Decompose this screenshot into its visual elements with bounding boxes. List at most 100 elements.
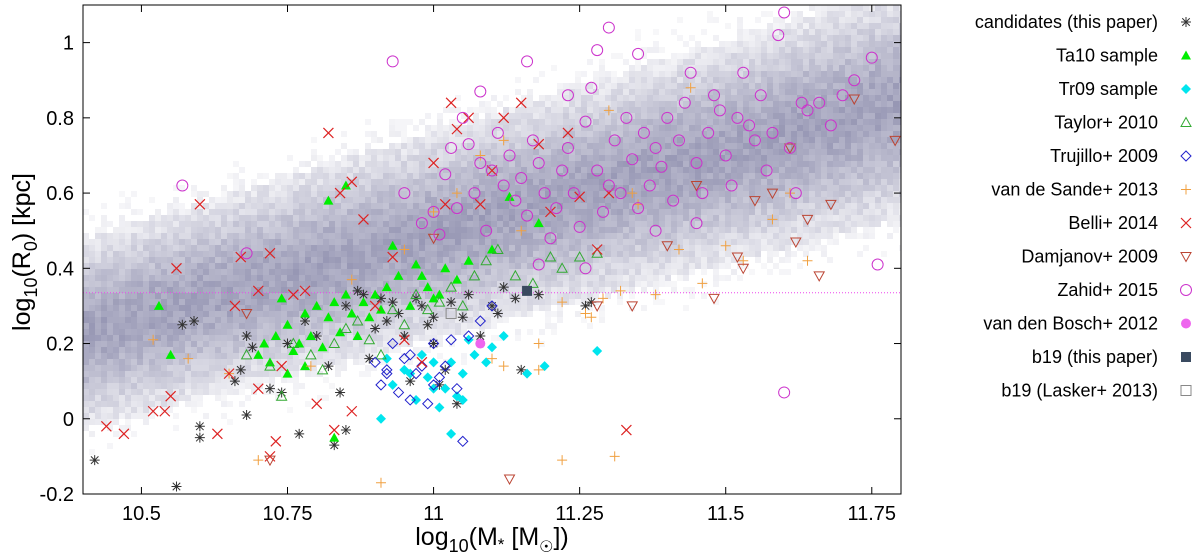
- density-cell: [665, 191, 671, 197]
- density-cell: [725, 221, 731, 227]
- density-cell: [101, 215, 107, 221]
- density-cell: [263, 329, 269, 335]
- density-cell: [773, 77, 779, 83]
- density-cell: [281, 203, 287, 209]
- density-cell: [83, 293, 89, 299]
- density-cell: [101, 341, 107, 347]
- density-cell: [623, 239, 629, 245]
- density-cell: [377, 317, 383, 323]
- density-cell: [569, 233, 575, 239]
- density-cell: [179, 245, 185, 251]
- density-cell: [629, 281, 635, 287]
- density-cell: [293, 377, 299, 383]
- density-cell: [215, 365, 221, 371]
- density-cell: [365, 275, 371, 281]
- density-cell: [317, 329, 323, 335]
- density-cell: [239, 305, 245, 311]
- density-cell: [851, 209, 857, 215]
- density-cell: [497, 191, 503, 197]
- density-cell: [557, 179, 563, 185]
- density-cell: [239, 245, 245, 251]
- density-cell: [353, 149, 359, 155]
- density-cell: [371, 245, 377, 251]
- density-cell: [83, 281, 89, 287]
- density-cell: [857, 41, 863, 47]
- density-cell: [443, 185, 449, 191]
- density-cell: [761, 179, 767, 185]
- density-cell: [227, 365, 233, 371]
- density-cell: [317, 161, 323, 167]
- density-cell: [707, 101, 713, 107]
- density-cell: [797, 263, 803, 269]
- density-cell: [785, 179, 791, 185]
- density-cell: [563, 83, 569, 89]
- density-cell: [605, 77, 611, 83]
- density-cell: [113, 365, 119, 371]
- density-cell: [779, 209, 785, 215]
- density-cell: [251, 179, 257, 185]
- density-cell: [215, 251, 221, 257]
- density-cell: [509, 281, 515, 287]
- density-cell: [281, 335, 287, 341]
- density-cell: [335, 257, 341, 263]
- density-cell: [575, 143, 581, 149]
- density-cell: [773, 215, 779, 221]
- density-cell: [419, 173, 425, 179]
- density-cell: [611, 161, 617, 167]
- density-cell: [317, 209, 323, 215]
- density-cell: [299, 221, 305, 227]
- density-cell: [233, 347, 239, 353]
- density-cell: [767, 257, 773, 263]
- density-cell: [371, 203, 377, 209]
- density-cell: [755, 41, 761, 47]
- density-cell: [473, 203, 479, 209]
- density-cell: [155, 251, 161, 257]
- density-cell: [233, 215, 239, 221]
- density-cell: [767, 245, 773, 251]
- density-cell: [659, 275, 665, 281]
- density-cell: [317, 185, 323, 191]
- density-cell: [527, 329, 533, 335]
- density-cell: [125, 371, 131, 377]
- density-cell: [755, 137, 761, 143]
- density-cell: [311, 257, 317, 263]
- density-cell: [539, 71, 545, 77]
- density-cell: [695, 143, 701, 149]
- density-cell: [767, 89, 773, 95]
- density-cell: [617, 83, 623, 89]
- density-cell: [347, 191, 353, 197]
- density-cell: [263, 251, 269, 257]
- density-cell: [623, 149, 629, 155]
- density-cell: [737, 125, 743, 131]
- density-cell: [311, 173, 317, 179]
- density-cell: [821, 47, 827, 53]
- density-cell: [587, 179, 593, 185]
- density-cell: [695, 245, 701, 251]
- density-cell: [845, 77, 851, 83]
- density-cell: [647, 221, 653, 227]
- density-cell: [635, 77, 641, 83]
- density-cell: [659, 95, 665, 101]
- density-cell: [107, 275, 113, 281]
- density-cell: [257, 173, 263, 179]
- density-cell: [443, 287, 449, 293]
- density-cell: [653, 275, 659, 281]
- density-cell: [425, 293, 431, 299]
- density-cell: [149, 305, 155, 311]
- density-cell: [617, 77, 623, 83]
- density-cell: [407, 179, 413, 185]
- density-cell: [107, 335, 113, 341]
- density-cell: [149, 413, 155, 419]
- density-cell: [479, 191, 485, 197]
- density-cell: [443, 215, 449, 221]
- density-cell: [491, 191, 497, 197]
- density-cell: [377, 287, 383, 293]
- density-cell: [749, 179, 755, 185]
- density-cell: [695, 209, 701, 215]
- density-cell: [623, 197, 629, 203]
- density-cell: [497, 209, 503, 215]
- density-cell: [425, 233, 431, 239]
- density-cell: [257, 281, 263, 287]
- density-cell: [791, 59, 797, 65]
- density-cell: [569, 173, 575, 179]
